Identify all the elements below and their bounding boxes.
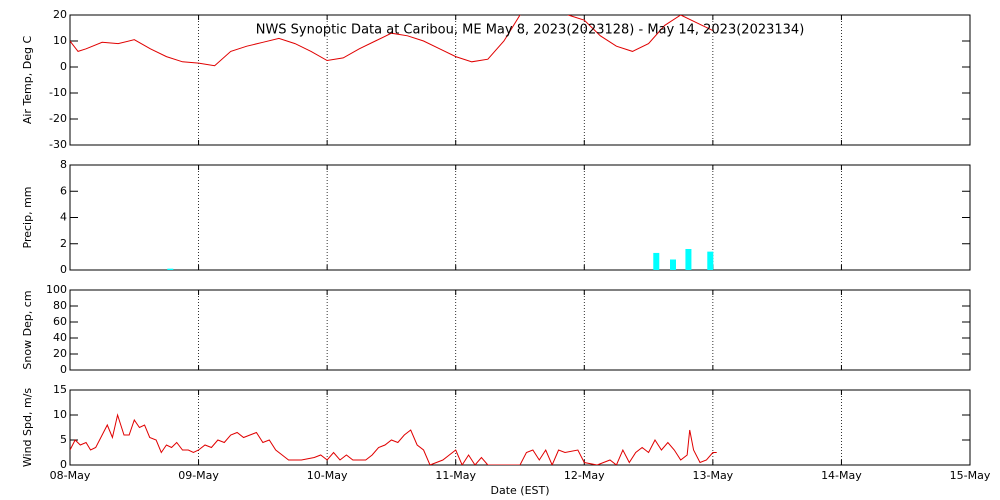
- y-tick-label: 4: [60, 211, 67, 224]
- y-tick-label: 10: [53, 408, 67, 421]
- y-tick-label: 0: [60, 458, 67, 471]
- data-line: [70, 413, 717, 465]
- plot-area: [167, 249, 714, 270]
- y-tick-label: 15: [53, 383, 67, 396]
- x-tick-label: 08-May: [50, 469, 91, 482]
- x-axis-label: Date (EST): [490, 484, 549, 497]
- y-tick-label: 0: [60, 363, 67, 376]
- y-tick-label: 0: [60, 263, 67, 276]
- bar: [167, 268, 174, 270]
- data-line: [70, 15, 714, 67]
- y-tick-label: 40: [53, 331, 67, 344]
- bar: [707, 251, 714, 270]
- y-axis-label: Wind Spd, m/s: [21, 388, 34, 468]
- y-axis-label: Snow Dep, cm: [21, 290, 34, 369]
- y-tick-label: 6: [60, 184, 67, 197]
- y-tick-label: 20: [53, 8, 67, 21]
- plot-area: [70, 15, 714, 67]
- y-tick-label: -10: [49, 86, 67, 99]
- y-tick-label: 2: [60, 237, 67, 250]
- y-axis-label: Precip, mm: [21, 187, 34, 249]
- y-tick-label: -20: [49, 112, 67, 125]
- y-tick-label: 80: [53, 299, 67, 312]
- x-tick-label: 10-May: [307, 469, 348, 482]
- x-tick-label: 15-May: [950, 469, 991, 482]
- x-tick-label: 12-May: [564, 469, 605, 482]
- y-tick-label: 20: [53, 347, 67, 360]
- plot-frame: [69, 289, 971, 371]
- x-tick-label: 13-May: [692, 469, 733, 482]
- x-tick-label: 11-May: [435, 469, 476, 482]
- plot-area: [70, 413, 717, 465]
- y-tick-label: 60: [53, 315, 67, 328]
- x-tick-label: 09-May: [178, 469, 219, 482]
- x-tick-label: 14-May: [821, 469, 862, 482]
- chart-title: NWS Synoptic Data at Caribou, ME May 8, …: [256, 23, 805, 38]
- y-tick-label: 100: [46, 283, 67, 296]
- bar: [670, 259, 676, 270]
- y-tick-label: 10: [53, 34, 67, 47]
- y-tick-label: 0: [60, 60, 67, 73]
- plot-frame: [69, 164, 971, 271]
- bar: [653, 252, 660, 270]
- y-tick-label: -30: [49, 138, 67, 151]
- y-axis-label: Air Temp, Deg C: [21, 36, 34, 125]
- y-tick-label: 8: [60, 158, 67, 171]
- bar: [685, 249, 692, 270]
- y-tick-label: 5: [60, 433, 67, 446]
